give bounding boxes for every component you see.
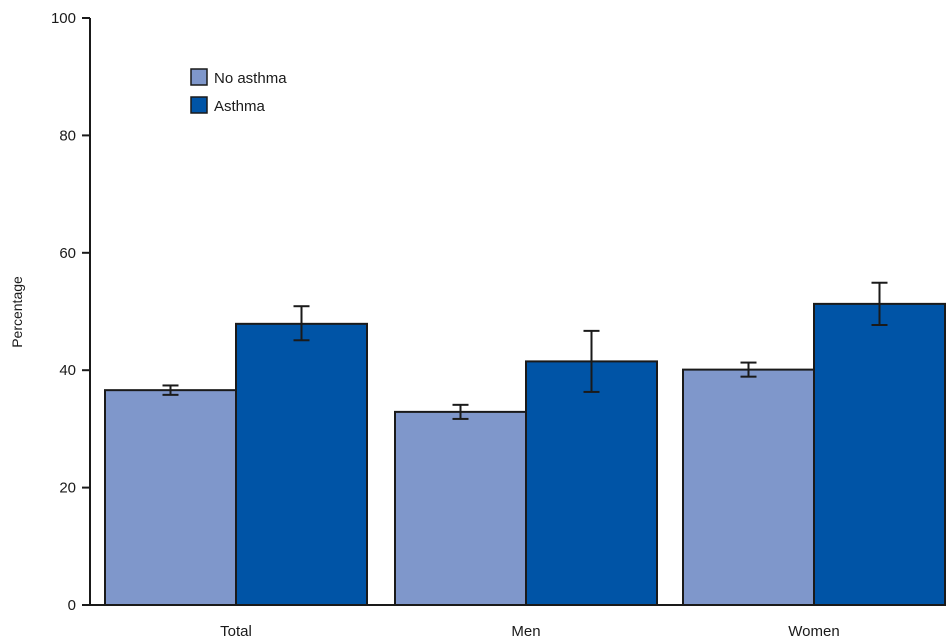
legend: No asthma Asthma — [190, 68, 287, 115]
bar-no-asthma-total — [104, 389, 237, 606]
legend-swatch-no-asthma — [190, 68, 208, 86]
y-tick-label-20: 20 — [59, 480, 76, 497]
y-tick-label-40: 40 — [59, 362, 76, 379]
bar-no-asthma-women — [682, 368, 815, 606]
legend-swatch-asthma — [190, 96, 208, 114]
bar-asthma-total — [235, 322, 368, 606]
legend-label-asthma: Asthma — [214, 98, 266, 115]
bar-asthma-men — [525, 360, 658, 606]
x-tick-label-women: Women — [788, 623, 839, 640]
y-tick-label-0: 0 — [68, 597, 76, 614]
bar-asthma-women — [813, 302, 946, 606]
legend-label-no-asthma: No asthma — [214, 70, 287, 87]
y-tick-label-80: 80 — [59, 127, 76, 144]
y-tick-label-100: 100 — [51, 10, 76, 27]
x-tick-label-men: Men — [511, 623, 540, 640]
bar-no-asthma-men — [394, 410, 527, 607]
bars-layer — [104, 281, 946, 607]
axes-layer: Total Men Women 0 20 40 60 80 100 — [51, 10, 945, 640]
y-tick-label-60: 60 — [59, 245, 76, 262]
y-axis-label: Percentage — [9, 276, 25, 348]
x-tick-label-total: Total — [220, 623, 252, 640]
